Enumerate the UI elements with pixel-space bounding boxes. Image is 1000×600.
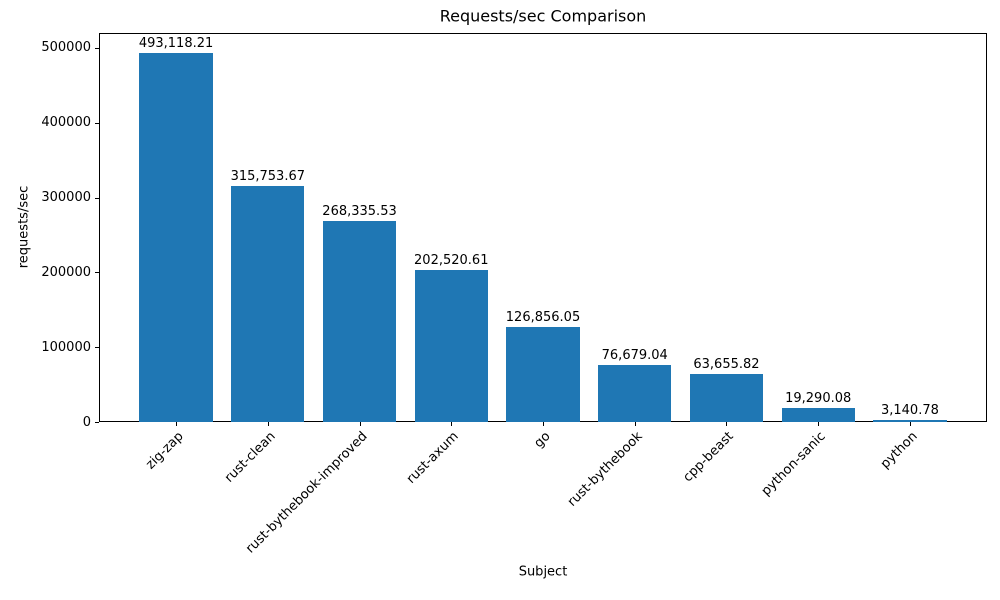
bar-rust-bythebook-improved [322, 221, 397, 422]
bar-value-label: 19,290.08 [785, 390, 852, 406]
bar-value-label: 63,655.82 [693, 357, 760, 373]
y-axis-tick-label: 200000 [41, 264, 91, 280]
bar-cpp-beast [689, 374, 764, 422]
y-axis-tick [95, 197, 99, 199]
bar-zig-zap [139, 53, 213, 422]
y-axis-tick-label: 400000 [41, 115, 91, 131]
x-axis-tick [267, 422, 269, 426]
y-axis-tick-label: 100000 [41, 339, 91, 355]
bar-value-label: 126,856.05 [505, 310, 581, 326]
y-axis-tick-label: 0 [82, 414, 91, 430]
bar-value-label: 3,140.78 [880, 402, 939, 418]
bar-rust-axum [414, 270, 488, 422]
y-axis-tick [95, 272, 99, 274]
x-axis-tick-label: python [877, 429, 921, 472]
x-axis-tick [176, 422, 178, 426]
bar-value-label: 493,118.21 [138, 36, 214, 52]
bar-rust-bythebook [598, 364, 672, 422]
x-axis-tick [543, 422, 544, 426]
bar-value-label: 268,335.53 [322, 204, 397, 220]
x-axis-tick-label: rust-bythebook-improved [242, 429, 371, 557]
bar-python [873, 419, 947, 422]
x-axis-tick [451, 422, 453, 426]
x-axis-tick-label: cpp-beast [680, 429, 738, 486]
bar-go [506, 327, 580, 422]
x-axis-tick-label: rust-clean [221, 429, 279, 486]
x-axis-tick-label: zig-zap [143, 429, 187, 473]
y-axis-tick-label: 300000 [41, 190, 91, 206]
x-axis-tick [634, 422, 636, 426]
chart-title: Requests/sec Comparison [439, 6, 647, 26]
x-axis-tick [909, 422, 911, 426]
x-axis-tick-label: python-sanic [758, 429, 829, 499]
x-axis-tick [726, 422, 728, 426]
bar-value-label: 202,520.61 [414, 253, 489, 269]
y-axis-tick-label: 500000 [41, 40, 91, 56]
y-axis-tick [95, 347, 99, 349]
bar-value-label: 76,679.04 [601, 347, 668, 363]
bar-python-sanic [781, 407, 855, 422]
bar-value-label: 315,753.67 [230, 168, 305, 184]
y-axis-tick [95, 47, 99, 49]
y-axis-tick [95, 422, 99, 423]
bar-rust-clean [231, 185, 305, 422]
y-axis-tick [95, 122, 99, 124]
x-axis-tick-label: rust-axum [404, 429, 462, 487]
x-axis-tick [359, 422, 361, 426]
x-axis-label: Subject [518, 564, 568, 580]
x-axis-tick [818, 422, 820, 426]
